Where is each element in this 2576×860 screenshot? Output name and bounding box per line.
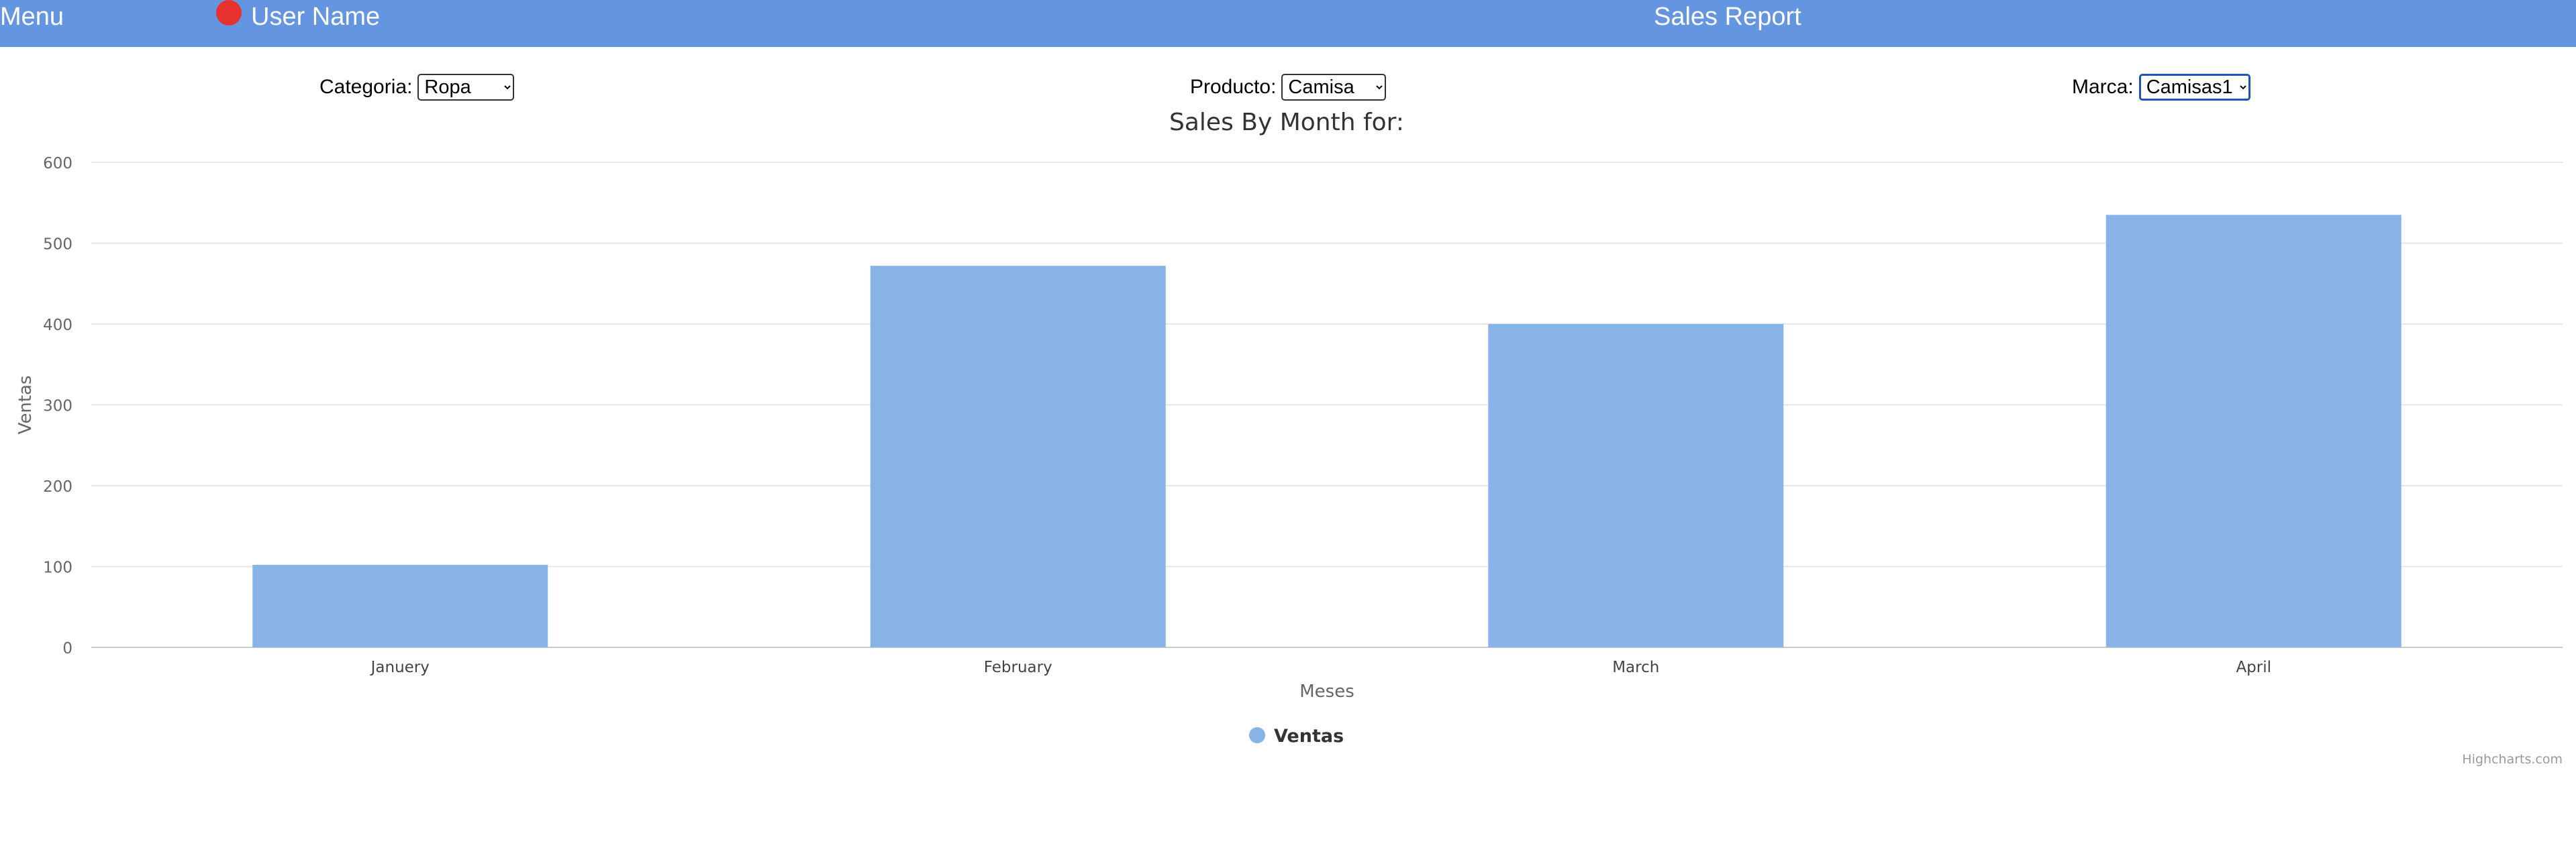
x-tick-label: March xyxy=(1612,659,1659,676)
y-tick-label: 100 xyxy=(43,559,72,577)
y-axis-ticks: 0 100 200 300 400 500 600 xyxy=(43,155,72,657)
filter-producto: Producto: Camisa xyxy=(1190,74,1387,101)
producto-label: Producto: xyxy=(1190,76,1277,98)
chart-credits[interactable]: Highcharts.com xyxy=(2462,752,2563,767)
marca-label: Marca: xyxy=(2072,76,2134,98)
filter-categoria: Categoria: Ropa xyxy=(319,74,515,101)
user-avatar[interactable] xyxy=(216,0,242,25)
legend-label[interactable]: Ventas xyxy=(1274,726,1344,747)
bars xyxy=(252,215,2401,647)
bar-february[interactable] xyxy=(870,266,1166,647)
y-tick-label: 400 xyxy=(43,317,72,334)
y-tick-label: 500 xyxy=(43,236,72,254)
bar-januery[interactable] xyxy=(252,565,548,647)
y-tick-label: 600 xyxy=(43,155,72,172)
app-title: Sales Report xyxy=(1654,3,1801,31)
x-tick-label: February xyxy=(984,659,1052,676)
bar-march[interactable] xyxy=(1488,324,1784,647)
chart-title: Sales By Month for: xyxy=(1169,109,1404,136)
y-tick-label: 300 xyxy=(43,398,72,415)
categoria-label: Categoria: xyxy=(319,76,413,98)
x-tick-label: Januery xyxy=(370,659,430,676)
x-axis-title: Meses xyxy=(1299,682,1354,702)
user-name[interactable]: User Name xyxy=(251,3,381,31)
x-axis-ticks: Januery February March April xyxy=(370,659,2271,676)
bar-april[interactable] xyxy=(2106,215,2401,647)
top-navbar: Menu User Name Sales Report xyxy=(0,0,2576,47)
sales-chart: Sales By Month for: 0100200300400500600 … xyxy=(15,109,2563,767)
y-axis-title: Ventas xyxy=(15,376,36,435)
y-tick-label: 200 xyxy=(43,478,72,496)
categoria-select[interactable]: Ropa xyxy=(417,74,515,101)
legend-symbol xyxy=(1249,727,1265,743)
x-tick-label: April xyxy=(2236,659,2271,676)
chart-legend[interactable]: Ventas xyxy=(1249,726,1344,747)
producto-select[interactable]: Camisa xyxy=(1281,74,1387,101)
y-tick-label: 0 xyxy=(62,640,72,657)
marca-select[interactable]: Camisas1 xyxy=(2138,74,2250,101)
filter-marca: Marca: Camisas1 xyxy=(2072,74,2250,101)
menu-link[interactable]: Menu xyxy=(0,3,64,31)
